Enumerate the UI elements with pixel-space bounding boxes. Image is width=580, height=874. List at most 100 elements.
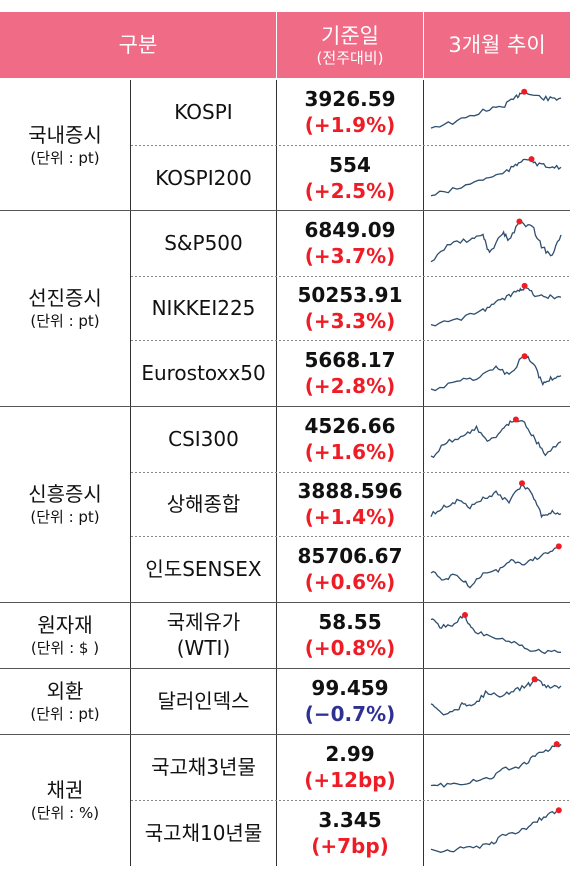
value-cell: 3888.596 (+1.4%) (277, 472, 423, 536)
group-developed: 선진증시 (단위 : pt) (0, 210, 130, 406)
header-base-date: 기준일 (전주대비) (277, 12, 423, 78)
sparkline-path (430, 418, 562, 459)
trend-sparkline (430, 807, 562, 853)
group-unit: (단위 : pt) (30, 705, 100, 723)
peak-marker (512, 416, 519, 423)
change: (+3.3%) (304, 309, 396, 333)
value: 85706.67 (297, 544, 403, 568)
sparkline-path (430, 614, 562, 655)
value: 3888.596 (297, 479, 403, 503)
index-name: KOSPI (174, 100, 233, 124)
value-cell: 99.459 (−0.7%) (277, 668, 423, 734)
group-divider (0, 668, 570, 669)
column-divider (276, 80, 277, 866)
value-cell: 3926.59 (+1.9%) (277, 80, 423, 144)
group-divider (0, 602, 570, 603)
trend-sparkline (430, 543, 562, 589)
peak-marker (531, 676, 538, 683)
value: 5668.17 (304, 348, 396, 372)
row-divider (131, 536, 570, 537)
peak-marker (521, 353, 528, 360)
value: 50253.91 (297, 283, 403, 307)
change: (+2.5%) (304, 179, 396, 203)
group-divider (0, 406, 570, 407)
change: (+2.8%) (304, 374, 396, 398)
sparkline-path (430, 355, 562, 392)
sparkline-path (430, 91, 562, 129)
group-bond: 채권 (단위 : %) (0, 734, 130, 866)
group-name: 외환 (46, 679, 84, 703)
trend-sparkline (430, 480, 562, 519)
group-unit: (단위 : pt) (30, 508, 100, 526)
group-unit: (단위 : pt) (30, 312, 100, 330)
group-fx: 외환 (단위 : pt) (0, 668, 130, 734)
index-name: KOSPI200 (155, 166, 252, 190)
peak-marker (521, 282, 528, 289)
peak-marker (519, 480, 525, 487)
index-name: 국고채10년물 (144, 821, 263, 845)
trend-sparkline (430, 676, 562, 716)
peak-marker (555, 807, 562, 814)
row-divider (131, 800, 570, 801)
group-name: 선진증시 (28, 286, 102, 310)
value-cell: 58.55 (+0.8%) (277, 602, 423, 668)
value: 99.459 (311, 676, 389, 700)
value: 4526.66 (304, 414, 396, 438)
header-divider (423, 12, 424, 78)
header-trend: 3개월 추이 (424, 12, 570, 78)
change: (+7bp) (311, 834, 389, 858)
header-category: 구분 (0, 12, 276, 78)
trend-sparkline (430, 741, 562, 788)
value: 3926.59 (304, 87, 396, 111)
trend-sparkline (430, 416, 562, 459)
row-divider (131, 340, 570, 341)
group-divider (0, 210, 570, 211)
value-cell: 2.99 (+12bp) (277, 734, 423, 800)
value-cell: 4526.66 (+1.6%) (277, 406, 423, 472)
sparkline-path (430, 284, 562, 327)
change: (+1.4%) (304, 505, 396, 529)
index-name: NIKKEI225 (151, 296, 256, 320)
value: 2.99 (325, 742, 375, 766)
header-divider (276, 12, 277, 78)
change: (+0.8%) (304, 636, 396, 660)
peak-marker (462, 612, 468, 618)
trend-sparkline (430, 156, 562, 197)
index-name: Eurostoxx50 (141, 361, 266, 385)
row-divider (131, 276, 570, 277)
trend-sparkline (430, 218, 562, 263)
group-commodity: 원자재 (단위 : $ ) (0, 602, 130, 668)
column-divider (130, 80, 131, 866)
value: 6849.09 (304, 218, 396, 242)
value-cell: 50253.91 (+3.3%) (277, 276, 423, 340)
change: (+1.9%) (304, 113, 396, 137)
index-name: 인도SENSEX (145, 557, 262, 581)
group-domestic: 국내증시 (단위 : pt) (0, 80, 130, 210)
index-name: 국고채3년물 (151, 755, 256, 779)
row-divider (131, 145, 570, 146)
trend-sparkline (430, 612, 562, 655)
column-divider (423, 80, 424, 866)
index-name: 상해종합 (166, 492, 241, 516)
sparkline-path (430, 158, 562, 197)
sparkline-path (430, 743, 562, 788)
peak-marker (555, 543, 562, 550)
value-cell: 6849.09 (+3.7%) (277, 210, 423, 276)
index-name: 국제유가 (WTI) (131, 602, 276, 668)
peak-marker (528, 156, 535, 163)
sparkline-path (430, 678, 562, 716)
header-base-date-sub: (전주대비) (316, 48, 384, 67)
change: (−0.7%) (304, 702, 396, 726)
trend-sparkline (430, 282, 562, 327)
index-name: S&P500 (164, 231, 243, 255)
trend-sparkline (430, 88, 562, 129)
value: 3.345 (318, 808, 382, 832)
index-name-line2: (WTI) (176, 636, 231, 660)
header-base-date-label: 기준일 (321, 23, 379, 48)
change: (+1.6%) (304, 440, 396, 464)
group-divider (0, 734, 570, 735)
group-name: 채권 (46, 778, 84, 802)
value-cell: 5668.17 (+2.8%) (277, 340, 423, 406)
sparkline-path (430, 481, 562, 519)
group-name: 신흥증시 (28, 482, 102, 506)
